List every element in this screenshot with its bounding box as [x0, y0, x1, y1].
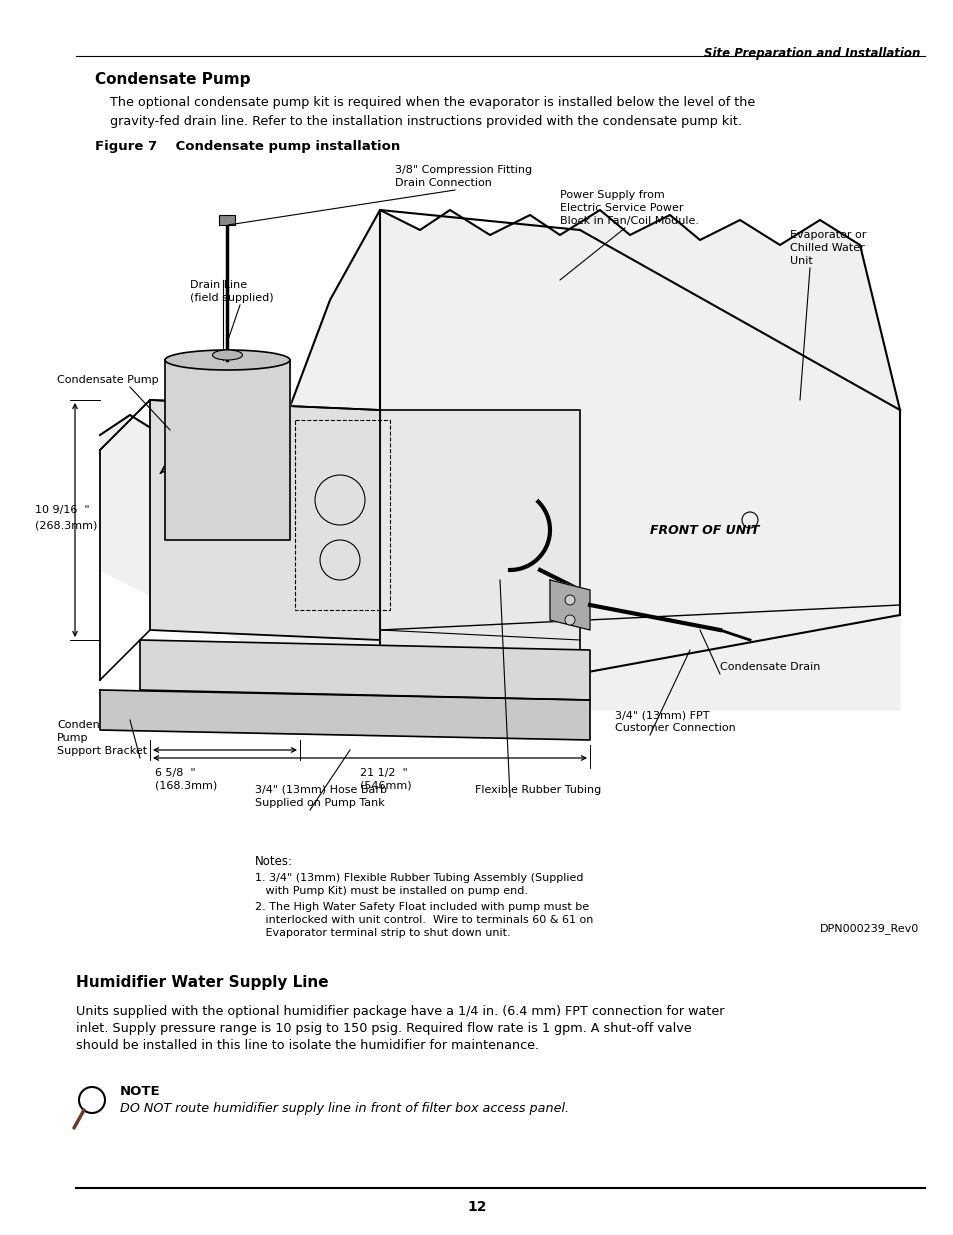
Text: 3/4" (13mm) Hose Barb: 3/4" (13mm) Hose Barb: [254, 785, 387, 795]
Polygon shape: [140, 640, 589, 700]
Text: Condensate Pump: Condensate Pump: [95, 72, 251, 86]
Polygon shape: [150, 400, 379, 640]
Text: with Pump Kit) must be installed on pump end.: with Pump Kit) must be installed on pump…: [254, 885, 527, 897]
Text: Condensate Drain: Condensate Drain: [720, 662, 820, 672]
Text: Condensate: Condensate: [57, 720, 124, 730]
Text: Figure 7    Condensate pump installation: Figure 7 Condensate pump installation: [95, 140, 400, 153]
Text: 1. 3/4" (13mm) Flexible Rubber Tubing Assembly (Supplied: 1. 3/4" (13mm) Flexible Rubber Tubing As…: [254, 873, 583, 883]
Text: Support Bracket: Support Bracket: [57, 746, 147, 756]
Text: DO NOT route humidifier supply line in front of filter box access panel.: DO NOT route humidifier supply line in f…: [120, 1102, 568, 1115]
Text: Electric Service Power: Electric Service Power: [559, 203, 682, 212]
Text: Unit: Unit: [789, 256, 812, 266]
Text: The optional condensate pump kit is required when the evaporator is installed be: The optional condensate pump kit is requ…: [110, 96, 754, 110]
Text: 2. The High Water Safety Float included with pump must be: 2. The High Water Safety Float included …: [254, 902, 589, 911]
Text: Notes:: Notes:: [254, 855, 293, 868]
Text: Evaporator or: Evaporator or: [789, 230, 865, 240]
Text: Supplied on Pump Tank: Supplied on Pump Tank: [254, 798, 384, 808]
Text: 3/8" Compression Fitting: 3/8" Compression Fitting: [395, 165, 532, 175]
Text: Site Preparation and Installation: Site Preparation and Installation: [703, 47, 920, 61]
Text: 6 5/8  ": 6 5/8 ": [154, 768, 195, 778]
Text: Flexible Rubber Tubing: Flexible Rubber Tubing: [475, 785, 600, 795]
Text: Pump: Pump: [57, 734, 89, 743]
Text: Customer Connection: Customer Connection: [615, 722, 735, 734]
Ellipse shape: [165, 350, 290, 370]
Text: inlet. Supply pressure range is 10 psig to 150 psig. Required flow rate is 1 gpm: inlet. Supply pressure range is 10 psig …: [76, 1023, 691, 1035]
Polygon shape: [100, 690, 589, 740]
Text: (field supplied): (field supplied): [190, 293, 274, 303]
Text: Units supplied with the optional humidifier package have a 1/4 in. (6.4 mm) FPT : Units supplied with the optional humidif…: [76, 1005, 724, 1018]
Ellipse shape: [213, 350, 242, 359]
Polygon shape: [379, 410, 579, 730]
Text: 10 9/16  ": 10 9/16 ": [35, 505, 90, 515]
Text: DPN000239_Rev0: DPN000239_Rev0: [820, 923, 919, 934]
Text: interlocked with unit control.  Wire to terminals 60 & 61 on: interlocked with unit control. Wire to t…: [254, 915, 593, 925]
Text: Drain Connection: Drain Connection: [395, 178, 492, 188]
Text: AIR INLET: AIR INLET: [160, 463, 224, 477]
Text: 21 1/2  ": 21 1/2 ": [359, 768, 407, 778]
Text: FRONT OF UNIT: FRONT OF UNIT: [649, 524, 759, 536]
Polygon shape: [100, 210, 899, 710]
Text: Evaporator terminal strip to shut down unit.: Evaporator terminal strip to shut down u…: [254, 927, 510, 939]
Text: Block in Fan/Coil Module.: Block in Fan/Coil Module.: [559, 216, 699, 226]
Text: should be installed in this line to isolate the humidifier for maintenance.: should be installed in this line to isol…: [76, 1039, 538, 1052]
Text: Chilled Water: Chilled Water: [789, 243, 863, 253]
Text: (168.3mm): (168.3mm): [154, 781, 217, 790]
Text: (268.3mm): (268.3mm): [35, 520, 97, 530]
Circle shape: [564, 615, 575, 625]
Text: (546mm): (546mm): [359, 781, 411, 790]
Text: Humidifier Water Supply Line: Humidifier Water Supply Line: [76, 974, 329, 990]
Circle shape: [564, 595, 575, 605]
Polygon shape: [165, 359, 290, 540]
Bar: [219, 215, 235, 225]
Text: Drain Line: Drain Line: [190, 280, 247, 290]
Text: Condensate Pump: Condensate Pump: [57, 375, 158, 385]
Text: 3/4" (13mm) FPT: 3/4" (13mm) FPT: [615, 710, 709, 720]
Text: gravity-fed drain line. Refer to the installation instructions provided with the: gravity-fed drain line. Refer to the ins…: [110, 115, 740, 128]
Text: NOTE: NOTE: [120, 1086, 160, 1098]
Polygon shape: [550, 580, 589, 630]
Text: Power Supply from: Power Supply from: [559, 190, 664, 200]
Text: 12: 12: [467, 1200, 486, 1214]
